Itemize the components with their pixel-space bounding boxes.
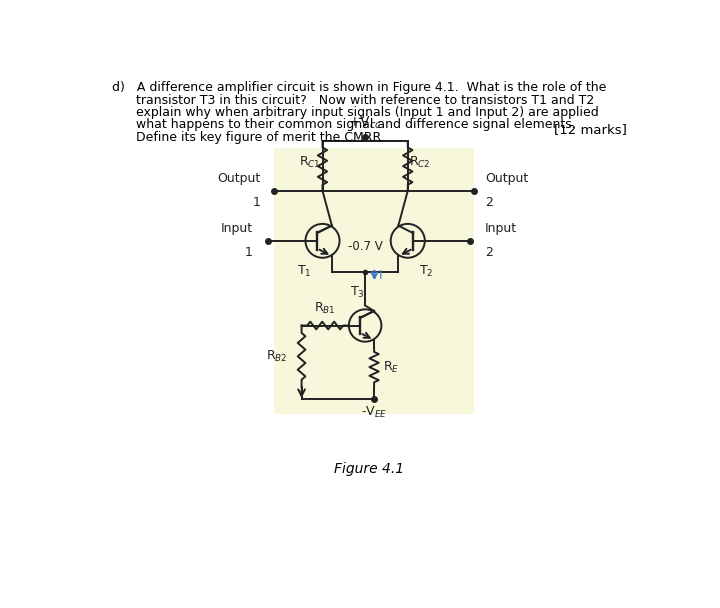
Text: -0.7 V: -0.7 V [348,241,382,254]
Text: T$_1$: T$_1$ [297,264,311,279]
Text: d)   A difference amplifier circuit is shown in Figure 4.1.  What is the role of: d) A difference amplifier circuit is sho… [112,81,606,94]
Text: what happens to their common signal and difference signal elements.: what happens to their common signal and … [112,119,575,131]
Text: 1: 1 [245,246,253,259]
Text: T$_3$: T$_3$ [350,285,365,300]
Bar [274,148,474,414]
Text: R$_E$: R$_E$ [383,359,400,375]
Text: 1: 1 [253,196,261,209]
Text: Figure 4.1: Figure 4.1 [334,462,404,476]
Text: Output: Output [485,173,528,185]
Text: R$_{C2}$: R$_{C2}$ [409,154,431,170]
Text: R$_{B2}$: R$_{B2}$ [266,349,287,364]
Text: R$_{C1}$: R$_{C1}$ [300,154,321,170]
Text: [12 marks]: [12 marks] [554,123,627,136]
Text: 2: 2 [485,246,493,259]
Text: Define its key figure of merit the CMRR.: Define its key figure of merit the CMRR. [112,131,384,143]
Text: Input: Input [485,223,518,235]
Text: R$_{B1}$: R$_{B1}$ [315,301,336,316]
Text: T$_2$: T$_2$ [419,264,433,279]
Text: I: I [378,269,382,282]
Text: explain why when arbitrary input signals (Input 1 and Input 2) are applied: explain why when arbitrary input signals… [112,106,598,119]
Text: +V$_{cc}$: +V$_{cc}$ [348,115,382,131]
Text: Output: Output [217,173,261,185]
Text: 2: 2 [485,196,493,209]
Text: Input: Input [220,223,253,235]
Text: transistor T3 in this circuit?   Now with reference to transistors T1 and T2: transistor T3 in this circuit? Now with … [112,94,594,107]
Text: -V$_{EE}$: -V$_{EE}$ [361,405,387,420]
